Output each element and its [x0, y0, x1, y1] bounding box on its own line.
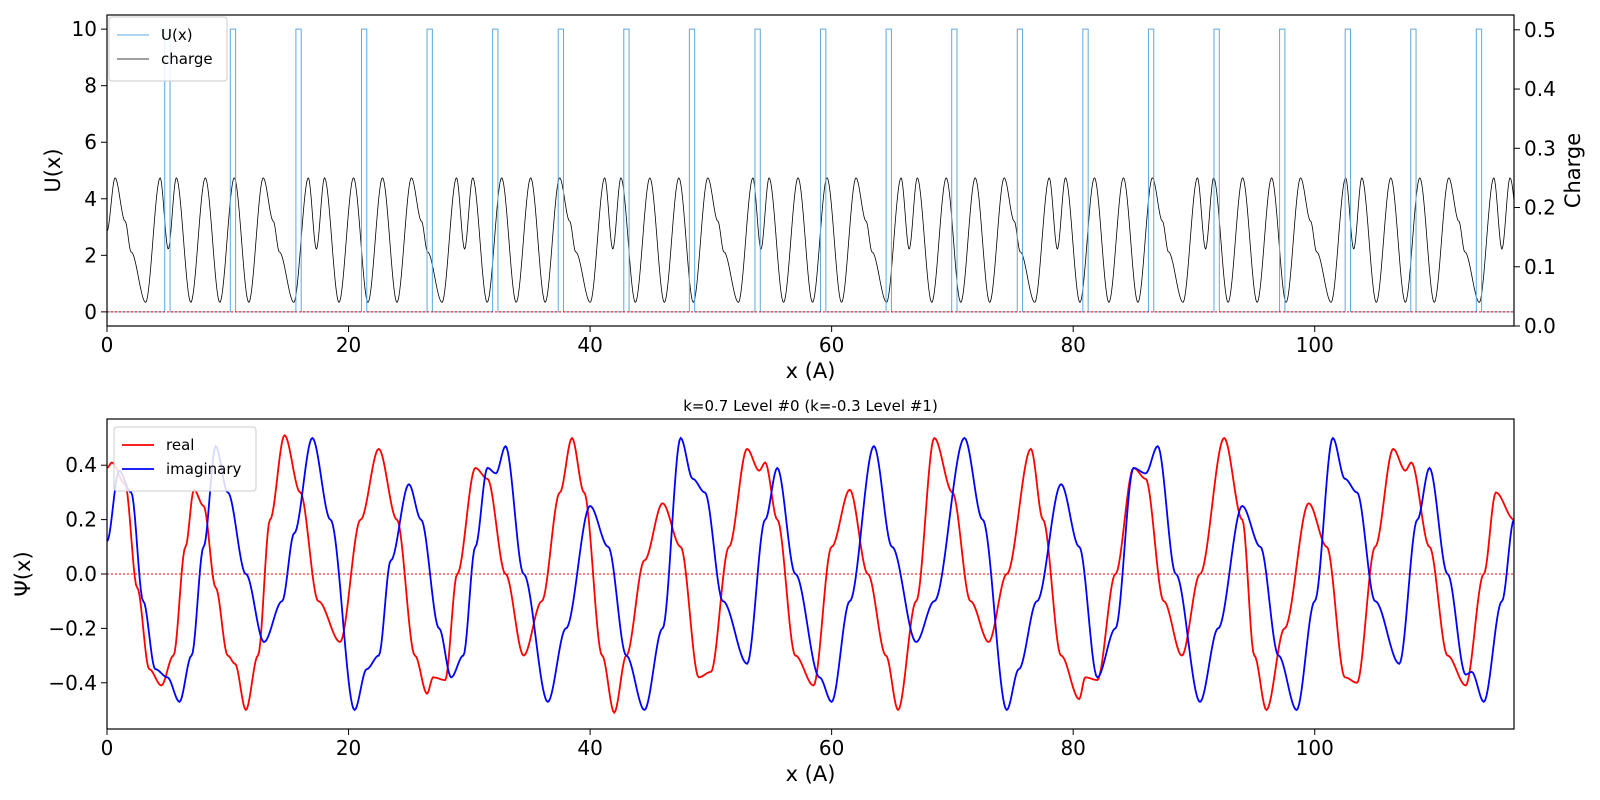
- y-tick-label: 6: [84, 130, 97, 154]
- x-tick-label: 60: [819, 333, 844, 357]
- legend-label: imaginary: [166, 460, 242, 478]
- x-tick-label: 0: [101, 333, 114, 357]
- y2-tick-label: 0.0: [1524, 314, 1556, 338]
- legend: U(x) charge: [108, 16, 228, 82]
- y2-axis-label: Charge: [1561, 133, 1585, 208]
- x-tick-label: 0: [101, 736, 114, 760]
- x-tick-label: 20: [336, 333, 361, 357]
- y2-tick-label: 0.5: [1524, 18, 1556, 42]
- y2-tick-label: 0.4: [1524, 77, 1556, 101]
- y-tick-label: 0.2: [65, 508, 97, 532]
- y-tick-label: 2: [84, 243, 97, 267]
- x-tick-label: 80: [1060, 333, 1085, 357]
- x-axis-label: x (A): [786, 359, 836, 383]
- legend-label: real: [166, 436, 194, 454]
- y2-tick-label: 0.3: [1524, 136, 1556, 160]
- plot-area: [107, 434, 1514, 715]
- legend-label: U(x): [161, 26, 193, 44]
- panel-title: k=0.7 Level #0 (k=-0.3 Level #1): [683, 397, 938, 415]
- x-tick-label: 80: [1060, 736, 1085, 760]
- legend-box: [113, 426, 257, 492]
- y-tick-label: 0.0: [65, 562, 97, 586]
- legend: real imaginary: [113, 426, 257, 492]
- y-axis-label: U(x): [41, 148, 65, 192]
- y-tick-label: −0.2: [48, 616, 97, 640]
- x-axis-label: x (A): [786, 762, 836, 786]
- plot-frame: [106, 14, 1515, 327]
- y-tick-label: 10: [72, 17, 97, 41]
- x-tick-label: 100: [1296, 333, 1334, 357]
- legend-box: [108, 16, 228, 82]
- x-tick-label: 40: [577, 333, 602, 357]
- y-tick-label: −0.4: [48, 671, 97, 695]
- imaginary-part-line: [107, 436, 1514, 712]
- y-axis-label: Ψ(x): [11, 551, 35, 596]
- potential-line: [107, 28, 1514, 313]
- y-tick-label: 0: [84, 300, 97, 324]
- y-tick-label: 0.4: [65, 453, 97, 477]
- potential-charge-panel: 0 20 40 60 80 100 x (A) 0 2 4 6 8 10 0.0 0.1 0.2 0.3 0.4 0…: [41, 14, 1585, 383]
- legend-label: charge: [161, 50, 213, 68]
- real-part-line: [107, 434, 1514, 715]
- y2-tick-label: 0.2: [1524, 196, 1556, 220]
- y-tick-label: 4: [84, 187, 97, 211]
- x-tick-label: 20: [336, 736, 361, 760]
- y-tick-label: 8: [84, 74, 97, 98]
- charge-line: [107, 177, 1514, 303]
- x-tick-label: 100: [1296, 736, 1334, 760]
- y2-tick-label: 0.1: [1524, 255, 1556, 279]
- x-tick-label: 40: [577, 736, 602, 760]
- x-tick-label: 60: [819, 736, 844, 760]
- plot-area: [107, 28, 1514, 313]
- wavefunction-panel: 0 20 40 60 80 100 x (A) −0.4 −0.2 0.0 0.2 0.4 Ψ(x) k=…: [11, 397, 1515, 786]
